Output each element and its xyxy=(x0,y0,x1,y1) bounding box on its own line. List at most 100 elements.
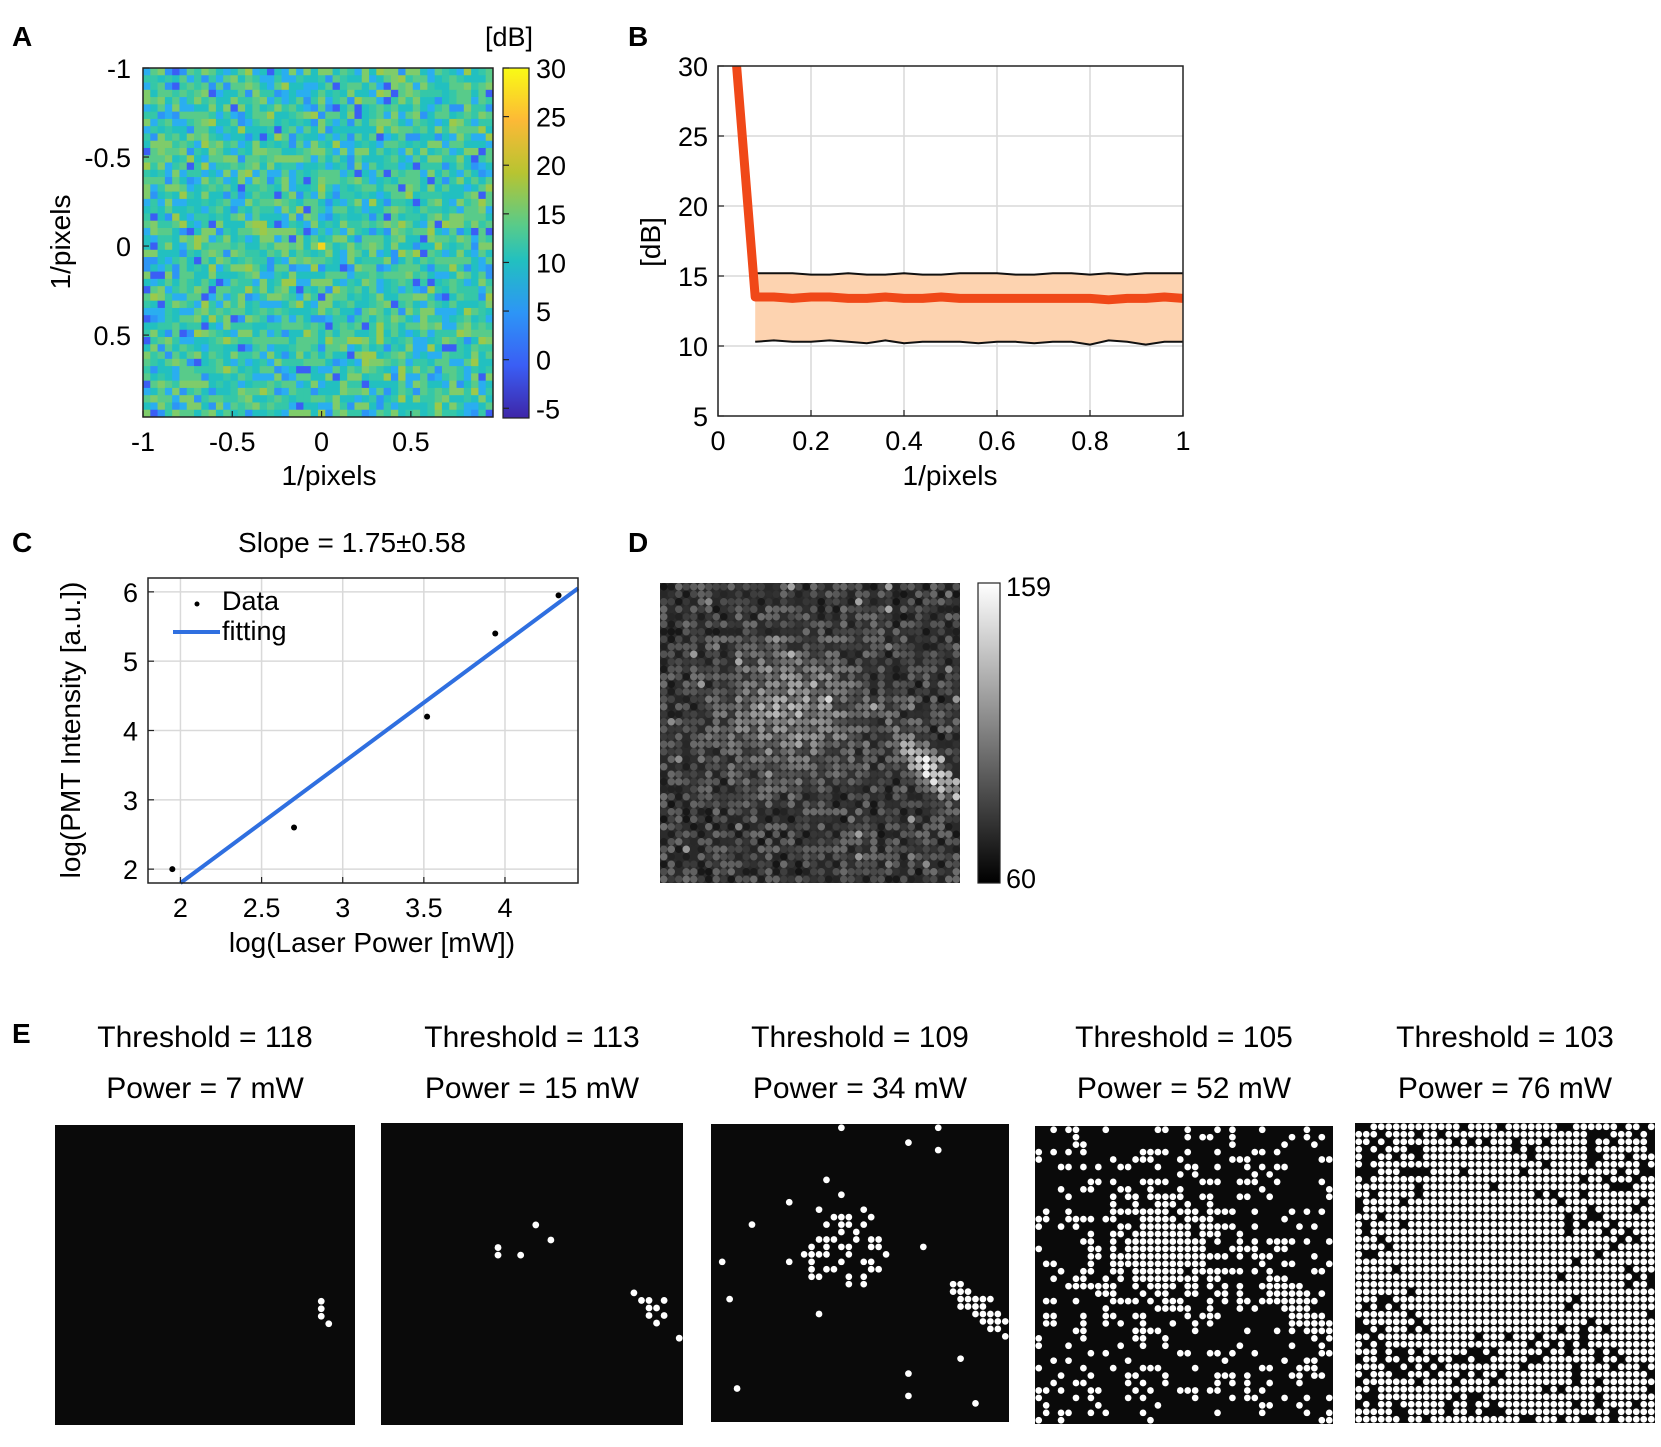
image-pixel xyxy=(705,868,713,876)
threshold-label: Threshold = 118 xyxy=(97,1021,312,1054)
heatmap-cell xyxy=(405,300,414,309)
heatmap-cell xyxy=(485,104,494,113)
above-threshold-pixel xyxy=(1139,1342,1147,1350)
above-threshold-pixel xyxy=(1109,1200,1117,1208)
image-pixel xyxy=(750,665,758,673)
image-pixel xyxy=(840,845,848,853)
above-threshold-pixel xyxy=(838,1191,845,1199)
above-threshold-pixel xyxy=(1296,1320,1303,1327)
heatmap-cell xyxy=(398,344,406,352)
heatmap-cell xyxy=(398,162,406,171)
image-pixel xyxy=(937,868,945,876)
above-threshold-pixel xyxy=(1430,1130,1438,1138)
heatmap-cell xyxy=(485,118,494,127)
image-pixel xyxy=(690,808,698,816)
above-threshold-pixel xyxy=(733,1385,741,1392)
heatmap-cell xyxy=(194,155,202,163)
image-pixel xyxy=(765,688,773,696)
heatmap-cell xyxy=(420,82,428,91)
above-threshold-pixel xyxy=(1117,1253,1125,1260)
heatmap-cell xyxy=(303,271,312,280)
above-threshold-pixel xyxy=(1132,1267,1139,1275)
image-pixel xyxy=(922,755,930,763)
image-pixel xyxy=(847,643,855,651)
heatmap-cell xyxy=(383,387,392,396)
heatmap-cell xyxy=(164,111,173,120)
image-pixel xyxy=(847,853,855,861)
heatmap-cell xyxy=(434,271,443,280)
heatmap-cell xyxy=(398,402,406,411)
above-threshold-pixel xyxy=(1385,1183,1393,1191)
image-pixel xyxy=(937,650,945,658)
image-pixel xyxy=(757,778,765,786)
image-pixel xyxy=(855,703,863,711)
above-threshold-pixel xyxy=(1565,1138,1573,1146)
heatmap-cell xyxy=(208,147,217,156)
heatmap-cell xyxy=(398,380,406,389)
heatmap-cell xyxy=(456,198,465,207)
image-pixel xyxy=(930,845,938,853)
heatmap-cell xyxy=(259,278,268,287)
heatmap-cell xyxy=(412,293,421,302)
heatmap-cell xyxy=(339,249,348,258)
above-threshold-pixel xyxy=(1132,1193,1139,1201)
image-pixel xyxy=(742,875,750,883)
heatmap-cell xyxy=(398,111,406,120)
above-threshold-pixel xyxy=(1050,1357,1057,1365)
image-pixel xyxy=(757,725,765,733)
heatmap-cell xyxy=(296,75,304,83)
heatmap-cell xyxy=(223,97,231,105)
heatmap-cell xyxy=(354,337,363,345)
heatmap-cell xyxy=(427,380,436,389)
heatmap-cell xyxy=(150,329,158,338)
heatmap-cell xyxy=(274,184,282,192)
above-threshold-pixel xyxy=(1184,1253,1192,1260)
heatmap-cell xyxy=(332,380,341,389)
image-pixel xyxy=(885,793,893,801)
heatmap-cell xyxy=(398,133,406,142)
heatmap-cell xyxy=(310,177,319,185)
above-threshold-pixel xyxy=(1057,1223,1065,1230)
heatmap-cell xyxy=(215,242,224,251)
above-threshold-pixel xyxy=(1392,1175,1400,1183)
heatmap-cell xyxy=(369,242,377,251)
image-pixel xyxy=(705,613,713,621)
heatmap-cell xyxy=(310,104,319,113)
image-pixel xyxy=(810,598,818,606)
heatmap-cell xyxy=(325,358,333,367)
above-threshold-pixel xyxy=(1422,1145,1430,1153)
image-pixel xyxy=(862,590,870,598)
heatmap-cell xyxy=(223,111,231,120)
heatmap-cell xyxy=(201,155,210,163)
heatmap-cell xyxy=(274,344,282,352)
heatmap-cell xyxy=(215,358,224,367)
image-pixel xyxy=(892,770,900,778)
heatmap-cell xyxy=(179,169,188,178)
above-threshold-pixel xyxy=(1288,1238,1296,1245)
heatmap-cell xyxy=(223,278,231,287)
image-pixel xyxy=(750,733,758,741)
image-pixel xyxy=(945,853,953,861)
image-pixel xyxy=(780,740,788,748)
y-tick-label: 30 xyxy=(678,52,708,82)
image-pixel xyxy=(787,860,795,868)
heatmap-cell xyxy=(310,235,319,243)
above-threshold-pixel xyxy=(1392,1160,1400,1168)
heatmap-cell xyxy=(201,68,210,76)
heatmap-cell xyxy=(347,162,355,171)
heatmap-cell xyxy=(303,249,312,258)
heatmap-cell xyxy=(471,191,479,200)
heatmap-cell xyxy=(463,147,472,156)
image-pixel xyxy=(817,860,825,868)
above-threshold-pixel xyxy=(1050,1260,1057,1268)
heatmap-cell xyxy=(405,191,414,200)
image-pixel xyxy=(832,590,840,598)
heatmap-cell xyxy=(230,184,239,192)
image-pixel xyxy=(900,658,908,666)
image-pixel xyxy=(780,710,788,718)
image-pixel xyxy=(802,733,810,741)
heatmap-cell xyxy=(427,111,436,120)
heatmap-cell xyxy=(471,220,479,229)
image-pixel xyxy=(907,598,915,606)
heatmap-cell xyxy=(354,329,363,338)
